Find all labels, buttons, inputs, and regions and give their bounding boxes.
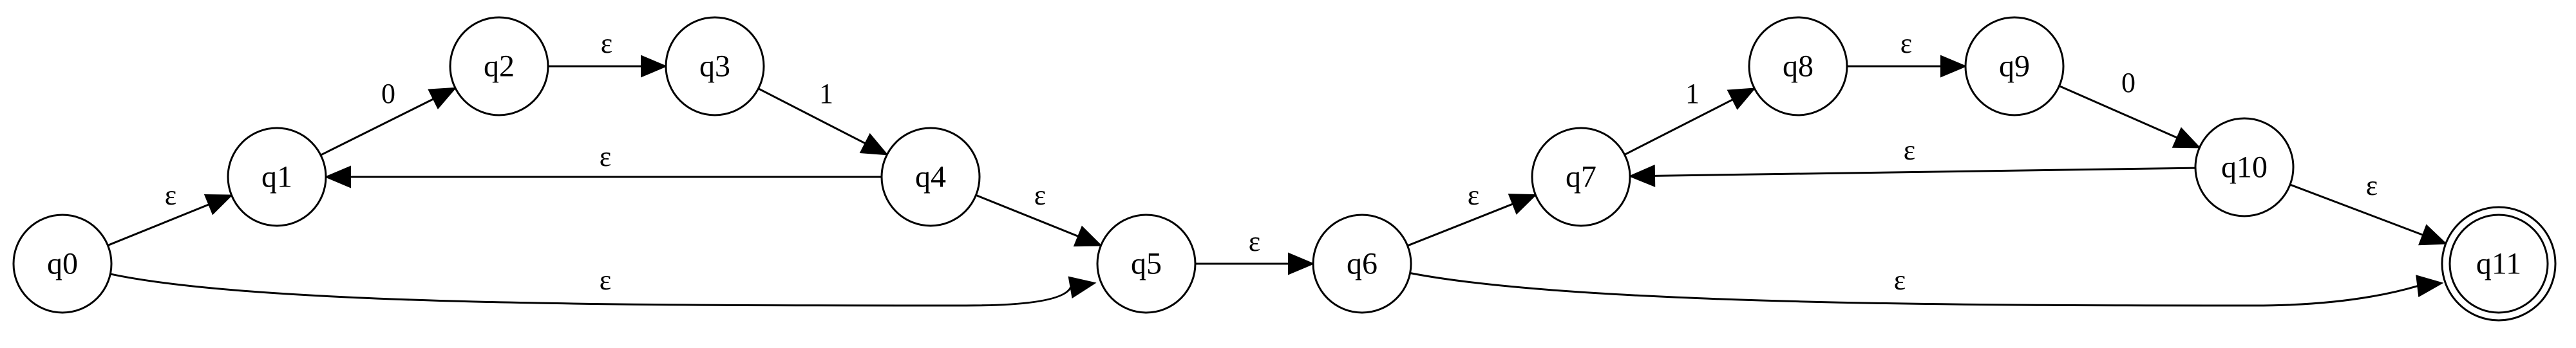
- transition-line: [320, 98, 434, 156]
- transition-arrowhead: [1727, 87, 1756, 110]
- state-circle: [665, 16, 765, 116]
- state-q1: q1: [227, 127, 327, 227]
- transition-line: [1654, 167, 2196, 177]
- state-q3: q3: [665, 16, 765, 116]
- transition-arrowhead: [2418, 224, 2448, 246]
- transition-arrowhead: [1068, 276, 1097, 298]
- transition-line: [757, 87, 866, 145]
- transition-line: [1410, 272, 2418, 307]
- transition-q2-q3: ε: [548, 28, 668, 78]
- transition-arrowhead: [324, 165, 351, 188]
- transition-label: ε: [2366, 170, 2378, 201]
- state-label: q8: [1783, 50, 1814, 84]
- transition-arrowhead: [204, 194, 233, 215]
- transition-line: [107, 203, 209, 246]
- state-circle: [1312, 214, 1412, 314]
- transition-label: ε: [600, 264, 611, 296]
- transition-q9-q10: 0: [2058, 67, 2201, 149]
- state-circle: [12, 214, 113, 314]
- transition-q7-q8: 1: [1624, 78, 1756, 156]
- transition-arrowhead: [859, 133, 889, 156]
- state-circle: [2194, 117, 2295, 217]
- transition-label: ε: [1034, 179, 1046, 211]
- state-q9: q9: [1964, 16, 2065, 116]
- transition-q0-q1: ε: [107, 179, 233, 246]
- state-label: q2: [484, 50, 515, 84]
- transition-q8-q9: ε: [1847, 28, 1967, 78]
- state-label: q0: [47, 247, 78, 281]
- transition-label: ε: [1900, 28, 1912, 59]
- transition-label: ε: [600, 141, 611, 172]
- transition-label: ε: [1468, 179, 1479, 211]
- state-label: q7: [1566, 160, 1596, 194]
- transition-q0-q5: ε: [109, 264, 1097, 307]
- transition-label: ε: [1904, 134, 1915, 166]
- state-label: q1: [261, 160, 292, 194]
- state-label: q9: [1999, 50, 2030, 84]
- transition-q10-q11: ε: [2289, 170, 2448, 246]
- state-q11: q11: [2441, 206, 2557, 322]
- transition-q4-q5: ε: [975, 179, 1103, 247]
- transition-label: ε: [601, 28, 612, 59]
- transition-label: ε: [1894, 264, 1906, 296]
- transition-line: [1407, 203, 1513, 247]
- transition-arrowhead: [428, 87, 457, 109]
- state-circle: [2448, 214, 2549, 314]
- transition-arrowhead: [1508, 194, 1537, 215]
- transition-arrowhead: [1940, 55, 1967, 78]
- state-circle: [1096, 214, 1197, 314]
- state-label: q10: [2221, 151, 2268, 185]
- transition-q1-q2: 0: [320, 78, 457, 156]
- state-q10: q10: [2194, 117, 2295, 217]
- transition-label: 0: [381, 78, 395, 109]
- state-circle: [1531, 127, 1631, 227]
- transition-label: 1: [819, 78, 833, 109]
- transition-label: 1: [1685, 78, 1700, 109]
- state-circle: [227, 127, 327, 227]
- state-label: q11: [2476, 247, 2521, 281]
- state-circle: [1964, 16, 2065, 116]
- transition-arrowhead: [1628, 164, 1656, 187]
- transition-line: [975, 194, 1079, 237]
- state-circle: [449, 16, 549, 116]
- transition-q6-q11: ε: [1410, 264, 2444, 307]
- transition-q3-q4: 1: [757, 78, 889, 156]
- state-q5: q5: [1096, 214, 1197, 314]
- state-circle: [1748, 16, 1848, 116]
- state-label: q4: [915, 160, 946, 194]
- transition-label: 0: [2121, 67, 2136, 98]
- transition-arrowhead: [2416, 275, 2444, 298]
- transition-arrowhead: [2172, 127, 2201, 149]
- state-label: q3: [699, 50, 730, 84]
- transition-label: ε: [165, 179, 176, 211]
- transition-q5-q6: ε: [1195, 226, 1315, 275]
- state-label: q5: [1131, 247, 1162, 281]
- transition-line: [1624, 98, 1734, 156]
- state-q7: q7: [1531, 127, 1631, 227]
- transition-arrowhead: [1073, 225, 1103, 247]
- state-q6: q6: [1312, 214, 1412, 314]
- state-q8: q8: [1748, 16, 1848, 116]
- transitions-layer: ε ε 0 ε 1 ε ε ε ε ε 1 ε 0 ε ε: [107, 28, 2448, 307]
- transition-line: [109, 273, 1072, 307]
- states-layer: q0 q1 q2 q3 q4 q5 q6 q7 q8 q9 q10 q11: [12, 16, 2557, 322]
- state-q2: q2: [449, 16, 549, 116]
- transition-label: ε: [1249, 226, 1260, 257]
- state-label: q6: [1347, 247, 1378, 281]
- transition-q6-q7: ε: [1407, 179, 1537, 247]
- transition-q4-q1: ε: [324, 141, 882, 188]
- transition-q10-q7: ε: [1628, 134, 2196, 187]
- state-q4: q4: [880, 127, 981, 227]
- transition-arrowhead: [1288, 252, 1315, 275]
- transition-arrowhead: [641, 55, 668, 78]
- state-q0: q0: [12, 214, 113, 314]
- state-circle: [880, 127, 981, 227]
- transition-line: [2289, 183, 2423, 236]
- transition-line: [2058, 85, 2178, 139]
